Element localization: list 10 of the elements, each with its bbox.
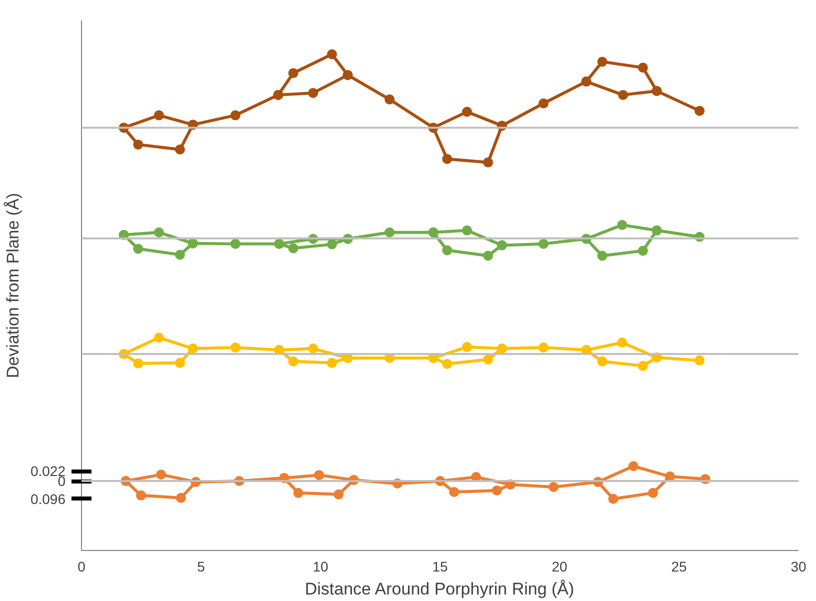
x-tick-label: 15 xyxy=(432,558,448,574)
x-axis-title: Distance Around Porphyrin Ring (Å) xyxy=(304,580,574,598)
x-tick-label: 10 xyxy=(312,558,328,574)
x-tick-label: 0 xyxy=(78,558,86,574)
x-tick-label: 5 xyxy=(197,558,206,574)
x-tick-label: 30 xyxy=(790,558,806,574)
text: 0.096 xyxy=(30,490,66,507)
x-tick-label: 25 xyxy=(671,558,687,574)
x-tick-label: 20 xyxy=(552,558,568,574)
y-axis-title: Deviation from Plane (Å) xyxy=(3,192,22,378)
